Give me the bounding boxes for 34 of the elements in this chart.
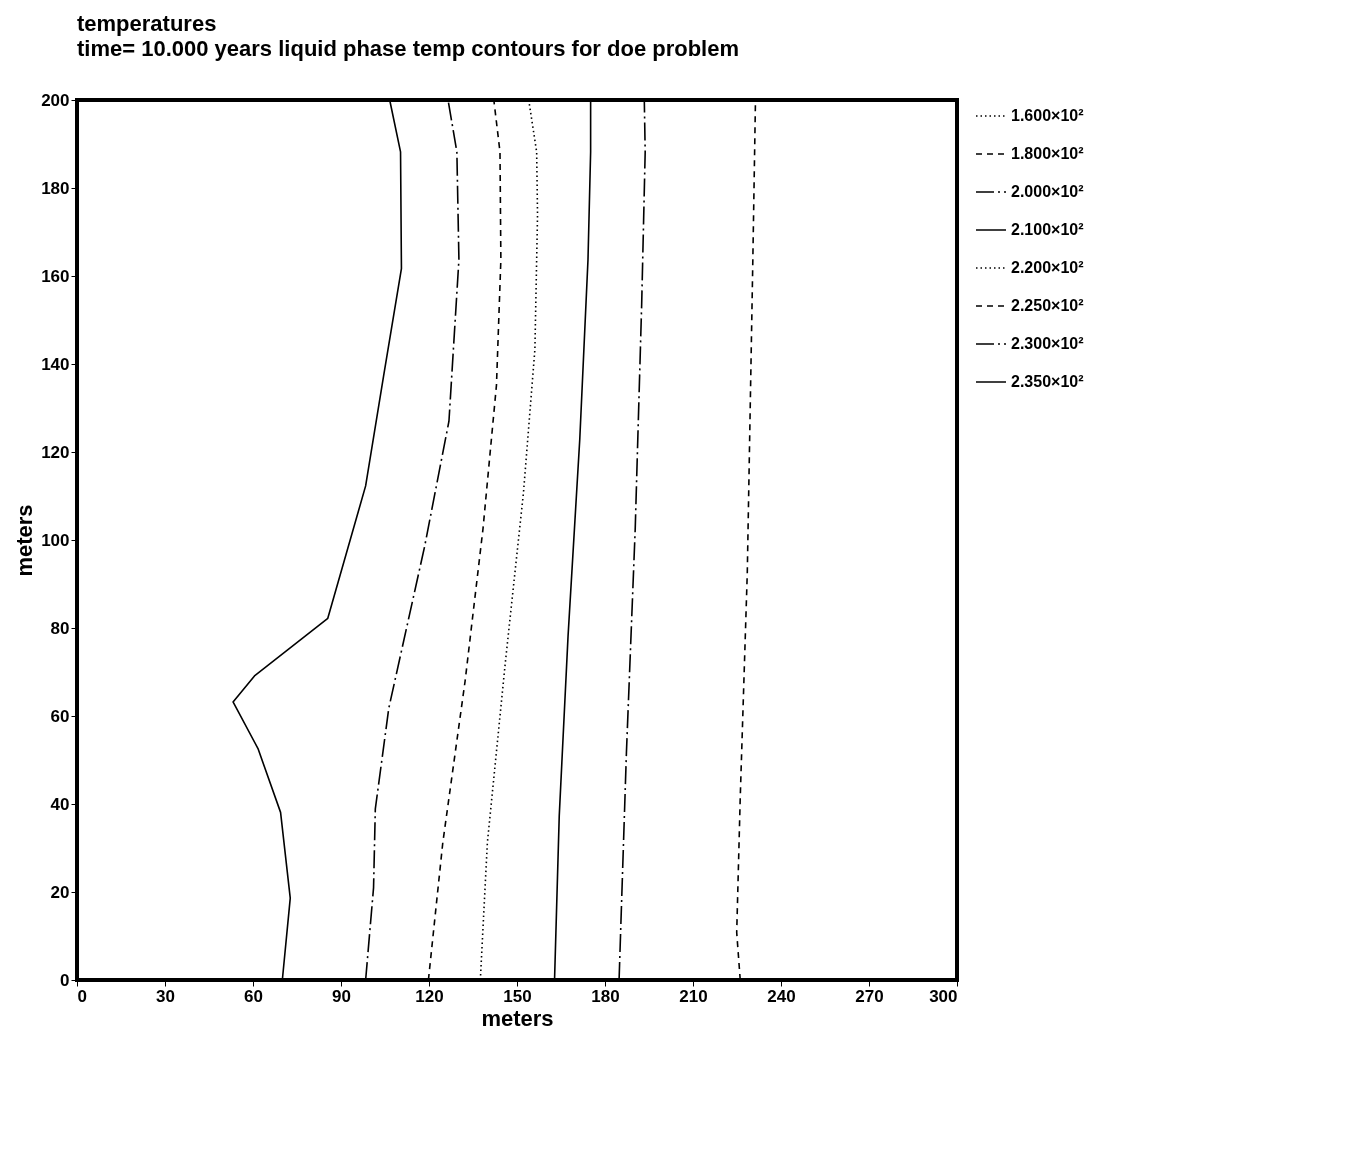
y-tick-label: 200: [41, 90, 70, 110]
legend-label: 2.100×10²: [1011, 221, 1084, 238]
x-tick-label: 210: [679, 986, 708, 1006]
y-tick-label: 100: [41, 530, 70, 550]
legend-label: 2.000×10²: [1011, 183, 1084, 200]
y-tick-label: 160: [41, 266, 70, 286]
legend-label: 2.200×10²: [1011, 259, 1084, 276]
y-tick-label: 120: [41, 442, 70, 462]
chart-title: temperatures: [77, 11, 217, 36]
x-tick-label: 150: [503, 986, 532, 1006]
x-tick-label: 0: [77, 986, 87, 1006]
y-tick-label: 140: [41, 354, 70, 374]
y-tick-label: 40: [50, 794, 70, 814]
x-tick-label: 120: [415, 986, 444, 1006]
x-tick-label: 240: [767, 986, 796, 1006]
legend-label: 1.800×10²: [1011, 145, 1084, 162]
x-tick-label: 180: [591, 986, 620, 1006]
x-tick-label: 30: [156, 986, 175, 1006]
legend-label: 2.250×10²: [1011, 297, 1084, 314]
y-axis-title: meters: [12, 504, 38, 577]
x-axis-title: meters: [481, 1005, 554, 1031]
x-tick-label: 90: [332, 986, 351, 1006]
x-tick-label: 300: [929, 986, 958, 1006]
y-tick-label: 80: [50, 618, 70, 638]
chart-subtitle: time= 10.000 years liquid phase temp contours for doe problem: [77, 36, 740, 61]
x-tick-label: 270: [855, 986, 884, 1006]
y-tick-label: 0: [60, 970, 70, 990]
legend-label: 2.350×10²: [1011, 373, 1084, 390]
y-tick-label: 20: [50, 882, 70, 902]
y-tick-label: 180: [41, 178, 70, 198]
legend-label: 2.300×10²: [1011, 335, 1084, 352]
y-tick-label: 60: [50, 706, 70, 726]
legend-label: 1.600×10²: [1011, 107, 1084, 124]
x-tick-label: 60: [244, 986, 263, 1006]
